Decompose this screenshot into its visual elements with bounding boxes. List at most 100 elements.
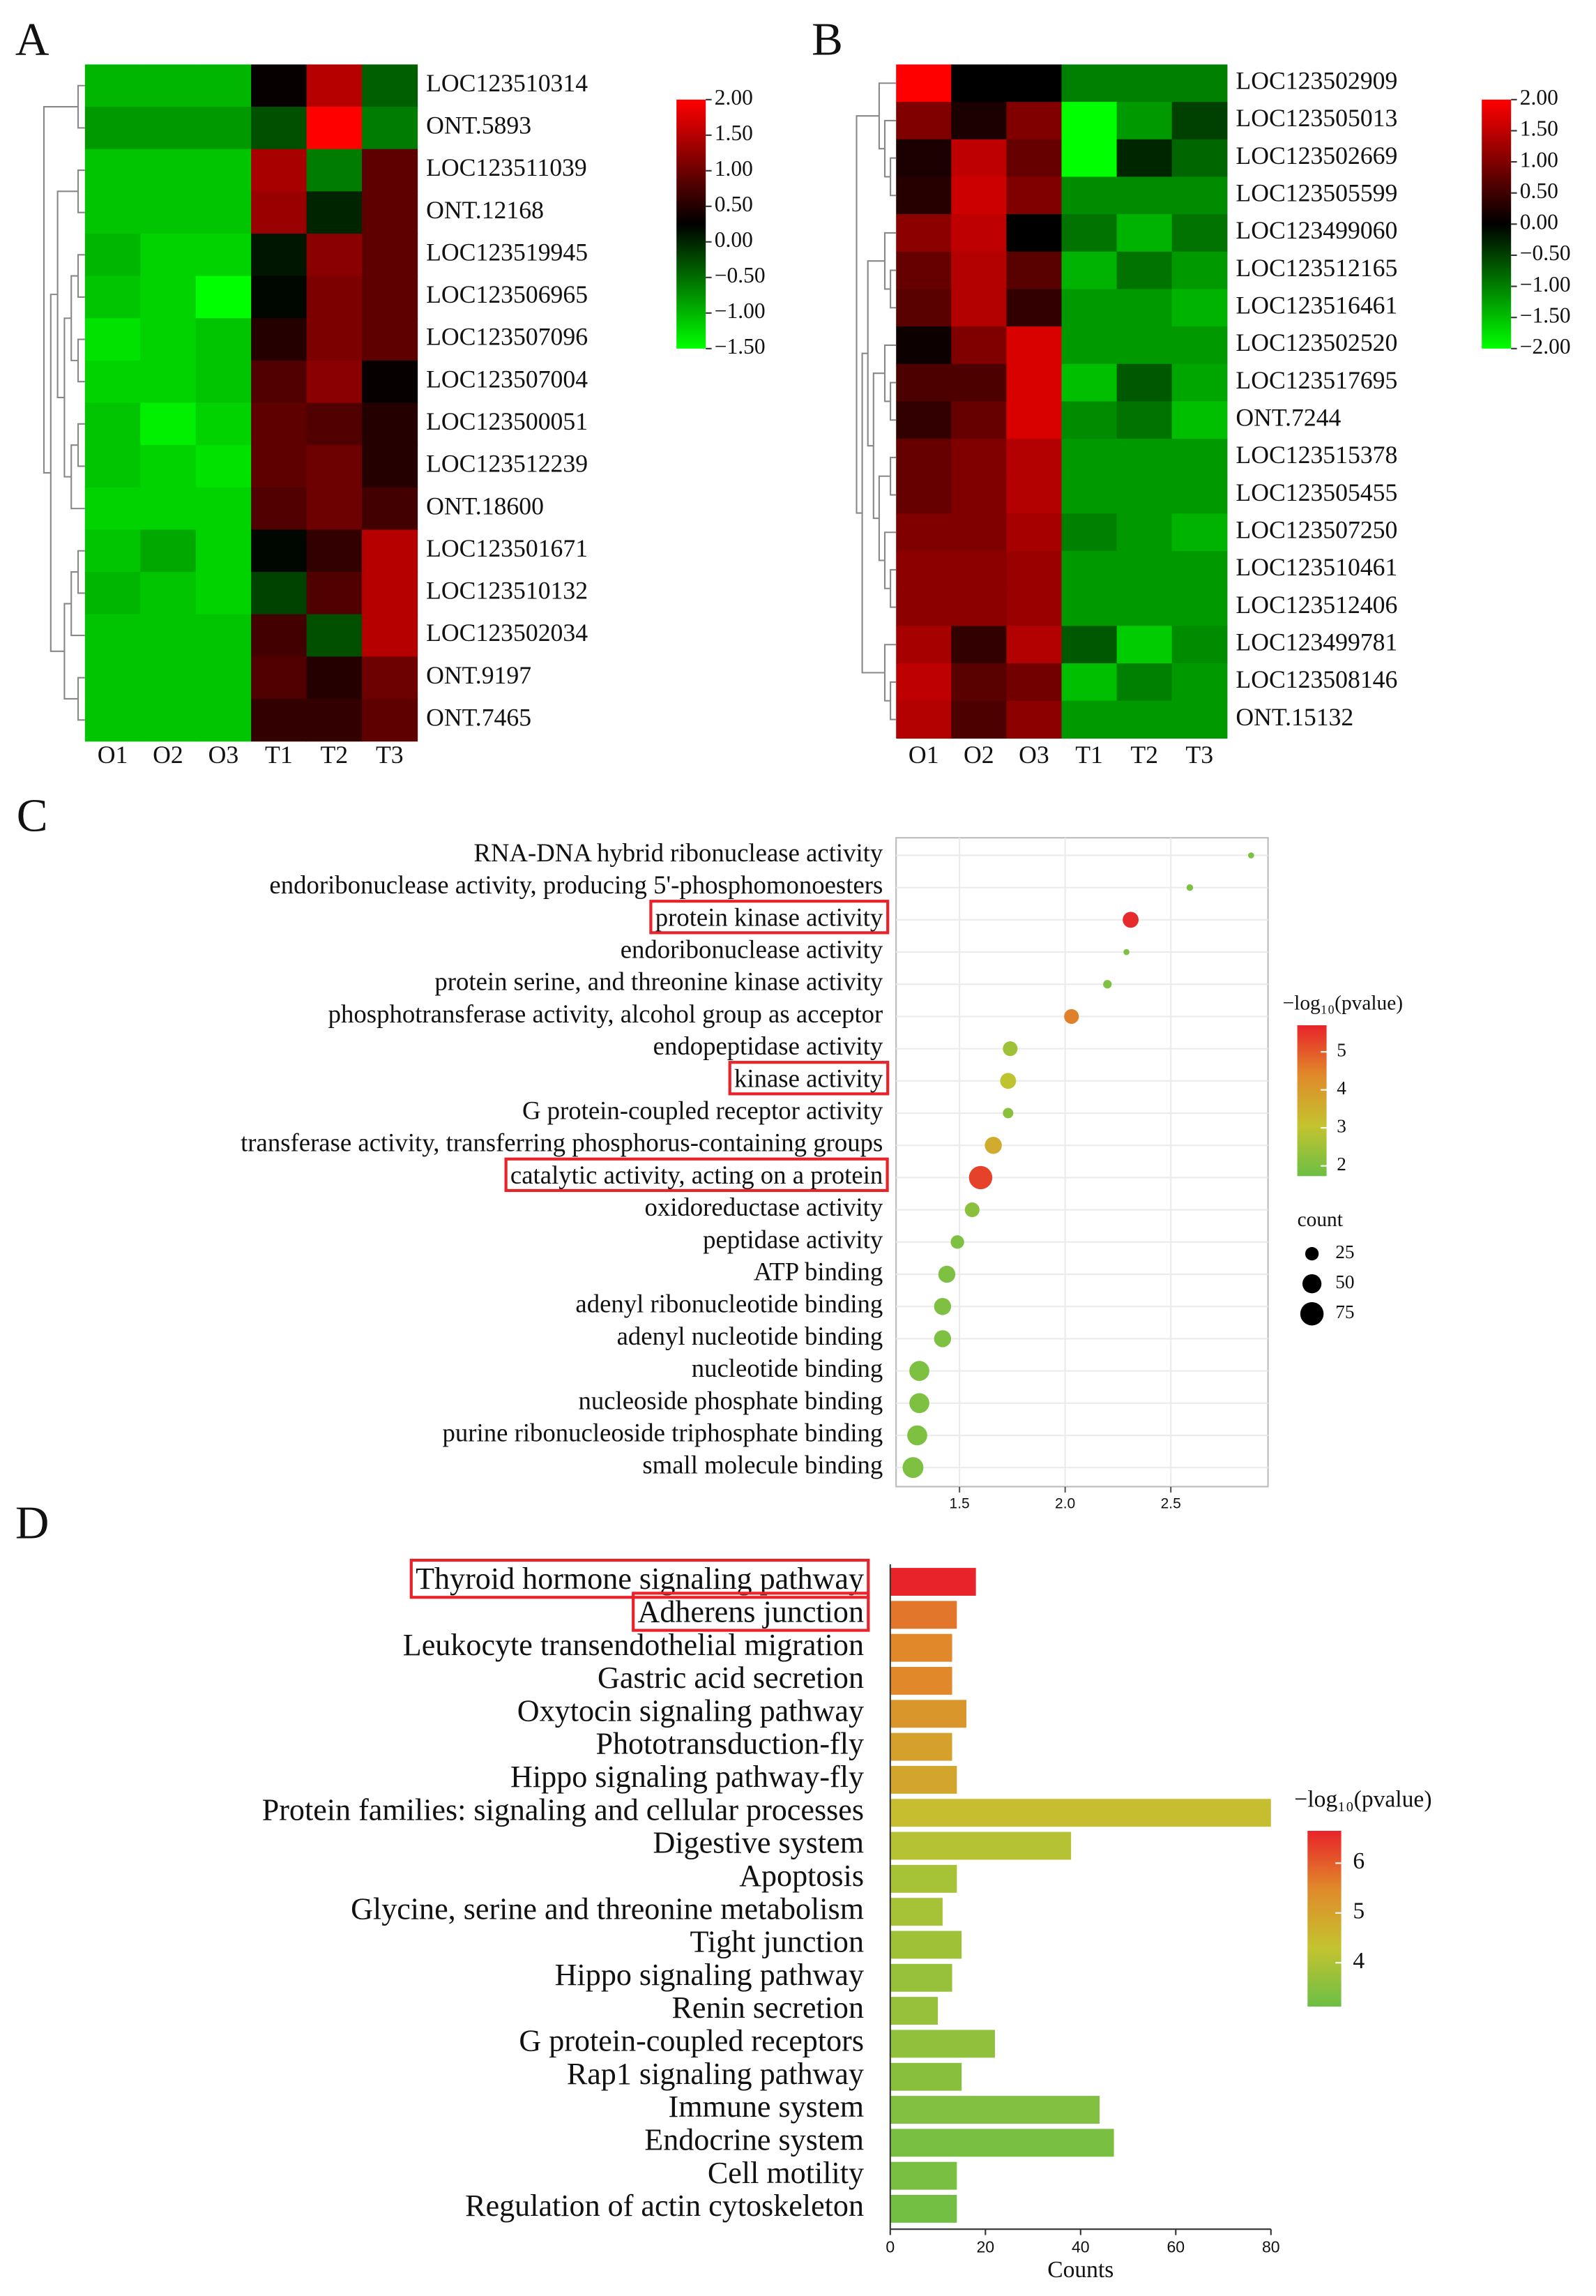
size-legend-label: 75 [1335, 1301, 1354, 1322]
heatmap-cell [84, 656, 141, 700]
dendrogram-branch [890, 382, 897, 421]
row-label: LOC123502909 [1236, 66, 1397, 94]
heatmap-cell [84, 360, 141, 404]
heatmap-cell [1116, 700, 1173, 739]
heatmap-cell [195, 445, 252, 488]
category-label: protein serine, and threonine kinase act… [434, 967, 883, 996]
heatmap-cell [251, 149, 307, 192]
heatmap-cell [195, 614, 252, 657]
row-label: ONT.9197 [426, 661, 531, 689]
row-label: LOC123507250 [1236, 515, 1397, 543]
colorbar-tick-label: 1.00 [715, 156, 753, 181]
heatmap-cell [896, 102, 952, 140]
column-label: T2 [320, 741, 348, 769]
plot-area [895, 837, 1269, 1488]
category-label: transferase activity, transferring phosp… [241, 1128, 883, 1157]
x-tick-label: 2.5 [1161, 1495, 1181, 1511]
category-label: Digestive system [653, 1826, 865, 1860]
column-label: O2 [153, 741, 183, 769]
dot [1103, 980, 1112, 989]
heatmap-cell [1171, 476, 1228, 515]
column-label: T1 [1075, 741, 1103, 769]
heatmap-cell [951, 700, 1008, 739]
heatmap-cell [362, 529, 418, 573]
category-label: Phototransduction-fly [595, 1727, 864, 1761]
colorbar-tick-label: −0.50 [1520, 241, 1571, 265]
heatmap-cell [362, 445, 418, 488]
row-label: LOC123502034 [426, 619, 588, 647]
heatmap-cell [1171, 64, 1228, 103]
heatmap-cell [1116, 588, 1173, 627]
heatmap-cell [1006, 251, 1063, 290]
category-label: phosphotransferase activity, alcohol gro… [328, 999, 883, 1028]
bar [890, 1765, 957, 1794]
dendrogram-branch [70, 444, 85, 510]
heatmap-cell [896, 401, 952, 439]
category-label: Cell motility [708, 2156, 864, 2190]
heatmap-cell [1061, 251, 1118, 290]
colorbar-tick-label: 0.00 [715, 227, 753, 252]
heatmap-cell [84, 149, 141, 192]
heatmap-cell [306, 698, 363, 742]
bar [890, 1732, 952, 1761]
bar [890, 1997, 938, 2025]
dendrogram-branch [890, 681, 897, 720]
row-label: LOC123505599 [1236, 179, 1397, 206]
colorbar-tick-label: 0.00 [1520, 210, 1558, 234]
heatmap-cell [1006, 663, 1063, 702]
row-label: LOC123510461 [1236, 553, 1397, 581]
dendrogram-branch [878, 475, 891, 561]
category-label: peptidase activity [703, 1225, 883, 1253]
heatmap-cell [1116, 251, 1173, 290]
heatmap-cell [251, 487, 307, 531]
heatmap-cell [251, 233, 307, 277]
heatmap-cell [1116, 476, 1173, 515]
heatmap-cell [896, 289, 952, 327]
heatmap-cell [951, 439, 1008, 477]
heatmap-cell [195, 318, 252, 361]
column-label: T2 [1130, 741, 1158, 769]
heatmap-cell [1116, 401, 1173, 439]
heatmap-cell [951, 289, 1008, 327]
heatmap-cell [1061, 476, 1118, 515]
heatmap-cell [195, 107, 252, 150]
heatmap-cell [1171, 626, 1228, 664]
heatmap-cell [1116, 663, 1173, 702]
heatmap-cell [251, 656, 307, 700]
heatmap-cell [896, 214, 952, 252]
heatmap-cell [1061, 551, 1118, 589]
heatmap-cell [1171, 326, 1228, 365]
heatmap-cell [195, 149, 252, 192]
heatmap-cell [362, 656, 418, 700]
bar [890, 2161, 957, 2190]
category-label: purine ribonucleoside triphosphate bindi… [443, 1418, 883, 1447]
heatmap-cell [251, 698, 307, 742]
color-legend-label: 2 [1337, 1154, 1346, 1175]
x-axis-label: Counts [1047, 2257, 1114, 2283]
heatmap-cell [1061, 102, 1118, 140]
category-label: Glycine, serine and threonine metabolism [351, 1891, 864, 1926]
bar [890, 1633, 952, 1662]
heatmap-cell [195, 487, 252, 531]
heatmap-cell [306, 149, 363, 192]
heatmap-cell [306, 360, 363, 404]
heatmap-cell [1006, 439, 1063, 477]
heatmap-cell [896, 326, 952, 365]
heatmap-cell [140, 149, 197, 192]
heatmap-cell [1006, 102, 1063, 140]
row-label: LOC123511039 [426, 153, 587, 181]
heatmap-cell [1006, 214, 1063, 252]
dot [907, 1425, 927, 1446]
heatmap-cell [951, 401, 1008, 439]
color-bar [1297, 1025, 1327, 1177]
heatmap-cell [1171, 363, 1228, 402]
dendrogram-branch [890, 157, 897, 197]
dendrogram-branch [883, 119, 897, 178]
heatmap-cell [251, 445, 307, 488]
dendrogram-branch [856, 115, 879, 514]
heatmap-cell [195, 529, 252, 573]
bar [890, 1931, 962, 1959]
heatmap-cell [1171, 251, 1228, 290]
row-label: LOC123502669 [1236, 142, 1397, 169]
heatmap-cell [306, 487, 363, 531]
